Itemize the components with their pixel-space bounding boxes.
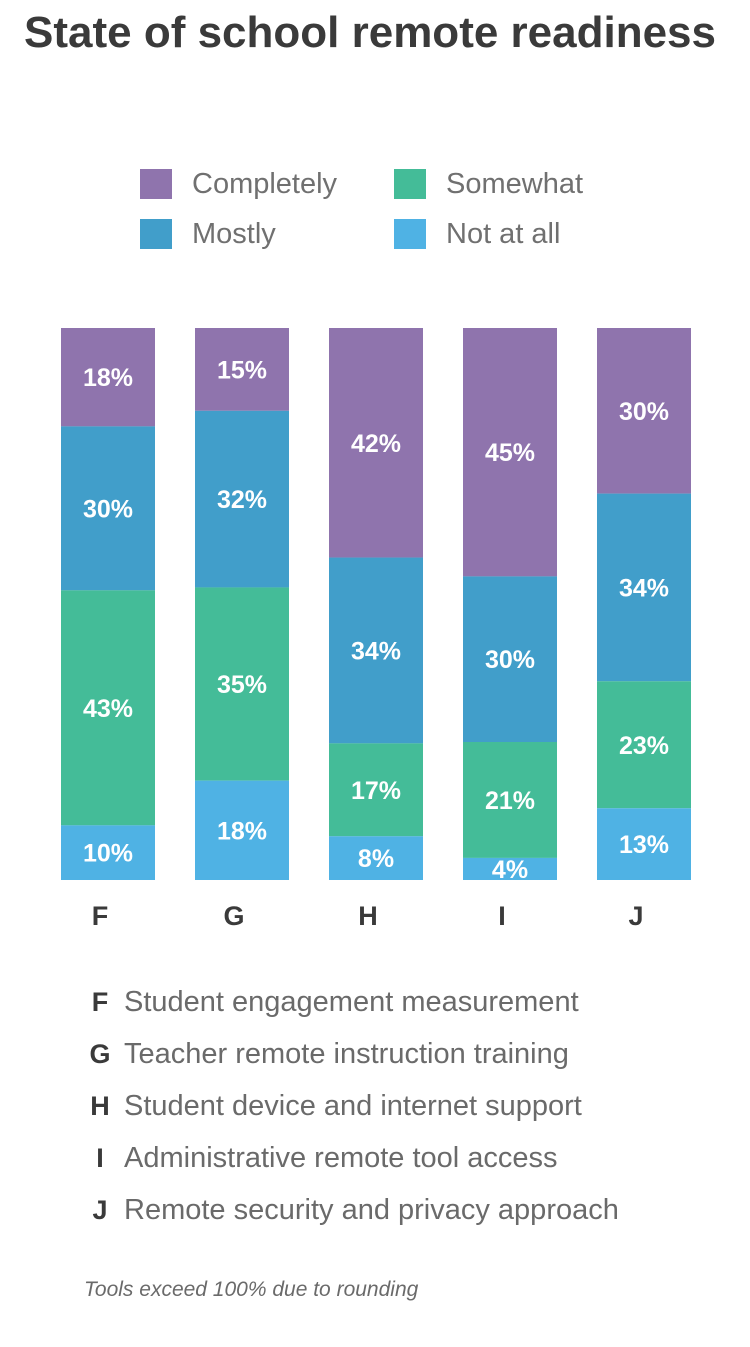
data-label-f-mostly: 30% bbox=[83, 495, 133, 523]
description-letter: J bbox=[92, 1194, 108, 1225]
description-letter: I bbox=[96, 1142, 104, 1173]
data-label-g-somewhat: 35% bbox=[217, 671, 267, 699]
data-label-f-somewhat: 43% bbox=[83, 695, 133, 723]
legend-label-completely: Completely bbox=[192, 167, 338, 200]
legend-label-not-at-all: Not at all bbox=[446, 217, 561, 250]
description-row-h: H Student device and internet support bbox=[76, 1080, 619, 1132]
data-label-h-completely: 42% bbox=[351, 430, 401, 458]
data-label-i-somewhat: 21% bbox=[485, 787, 535, 815]
bar-segment-i-somewhat bbox=[463, 742, 557, 858]
bar-segment-f-not-at-all bbox=[61, 825, 155, 880]
bar-segment-i-not-at-all bbox=[463, 857, 557, 880]
category-descriptions: F Student engagement measurement G Teach… bbox=[76, 976, 619, 1236]
description-row-i: I Administrative remote tool access bbox=[76, 1132, 619, 1184]
category-label-j: J bbox=[628, 901, 643, 931]
bar-segment-i-completely bbox=[463, 328, 557, 577]
description-letter: G bbox=[89, 1038, 111, 1069]
legend-label-mostly: Mostly bbox=[192, 217, 276, 250]
bar-segment-g-somewhat bbox=[195, 587, 289, 781]
bar-segment-j-not-at-all bbox=[597, 808, 691, 880]
data-label-h-not-at-all: 8% bbox=[358, 845, 394, 873]
stacked-bar-chart: 18% 30% 43% 10% F 15% 32% 35% 18% G 42% 34% 17% 8% H 45… bbox=[61, 328, 691, 931]
bar-segment-f-completely bbox=[61, 328, 155, 427]
description-text: Teacher remote instruction training bbox=[124, 1037, 569, 1070]
data-label-j-mostly: 34% bbox=[619, 574, 669, 602]
legend-swatch-mostly bbox=[140, 219, 172, 249]
data-label-g-mostly: 32% bbox=[217, 486, 267, 514]
bar-segment-f-somewhat bbox=[61, 590, 155, 826]
data-label-j-somewhat: 23% bbox=[619, 732, 669, 760]
bar-segment-g-mostly bbox=[195, 410, 289, 588]
bar-segment-h-somewhat bbox=[329, 743, 423, 837]
bar-segment-i-mostly bbox=[463, 576, 557, 742]
chart-title: State of school remote readiness bbox=[24, 8, 716, 57]
footnote: Tools exceed 100% due to rounding bbox=[84, 1278, 419, 1301]
legend-item-somewhat: Somewhat bbox=[394, 168, 583, 200]
description-text: Student engagement measurement bbox=[124, 985, 579, 1018]
data-label-i-not-at-all: 4% bbox=[492, 856, 528, 884]
bar-segment-j-completely bbox=[597, 328, 691, 494]
data-label-j-not-at-all: 13% bbox=[619, 831, 669, 859]
category-label-i: I bbox=[498, 901, 506, 931]
category-label-h: H bbox=[358, 901, 378, 931]
bar-segment-g-not-at-all bbox=[195, 780, 289, 880]
data-label-f-completely: 18% bbox=[83, 364, 133, 392]
data-label-j-completely: 30% bbox=[619, 398, 669, 426]
description-text: Student device and internet support bbox=[124, 1089, 582, 1122]
description-text: Administrative remote tool access bbox=[124, 1141, 558, 1174]
data-label-g-completely: 15% bbox=[217, 356, 267, 384]
description-row-f: F Student engagement measurement bbox=[76, 976, 619, 1028]
data-label-i-mostly: 30% bbox=[485, 646, 535, 674]
description-row-g: G Teacher remote instruction training bbox=[76, 1028, 619, 1080]
data-label-g-not-at-all: 18% bbox=[217, 817, 267, 845]
bar-segment-j-somewhat bbox=[597, 681, 691, 809]
legend-item-mostly: Mostly bbox=[140, 218, 276, 250]
data-label-i-completely: 45% bbox=[485, 439, 535, 467]
bar-segment-f-mostly bbox=[61, 426, 155, 591]
legend-item-not-at-all: Not at all bbox=[394, 218, 560, 250]
data-label-h-somewhat: 17% bbox=[351, 777, 401, 805]
bar-segment-h-not-at-all bbox=[329, 836, 423, 880]
description-row-j: J Remote security and privacy approach bbox=[76, 1184, 619, 1236]
description-letter: H bbox=[90, 1090, 110, 1121]
description-text: Remote security and privacy approach bbox=[124, 1193, 619, 1226]
legend-item-completely: Completely bbox=[140, 168, 337, 200]
bar-segment-g-completely bbox=[195, 328, 289, 411]
bar-segment-j-mostly bbox=[597, 493, 691, 682]
legend-swatch-completely bbox=[140, 169, 172, 199]
bar-segment-h-mostly bbox=[329, 557, 423, 744]
category-label-f: F bbox=[92, 901, 109, 931]
data-label-h-mostly: 34% bbox=[351, 637, 401, 665]
legend-swatch-somewhat bbox=[394, 169, 426, 199]
description-letter: F bbox=[91, 986, 109, 1017]
category-label-g: G bbox=[223, 901, 244, 931]
bar-segment-h-completely bbox=[329, 328, 423, 558]
legend-swatch-not-at-all bbox=[394, 219, 426, 249]
data-label-f-not-at-all: 10% bbox=[83, 840, 133, 868]
legend-label-somewhat: Somewhat bbox=[446, 167, 584, 200]
